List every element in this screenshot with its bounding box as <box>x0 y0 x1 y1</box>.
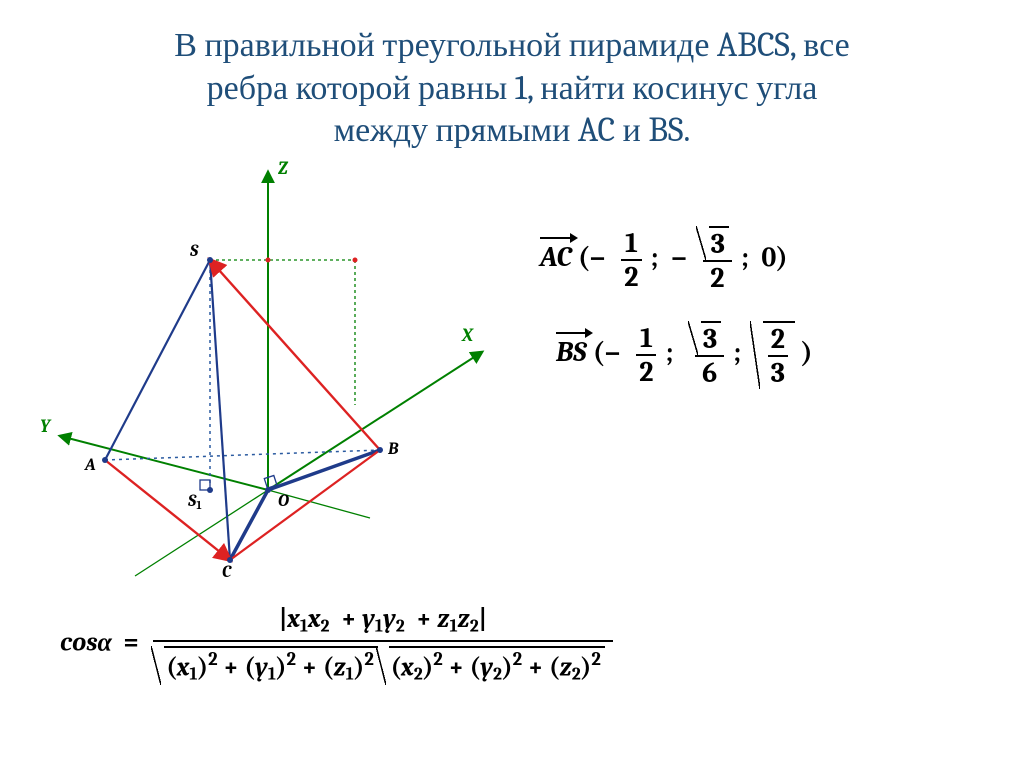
vertex-s1-label: S1 <box>188 492 202 512</box>
axis-label-x: X <box>462 325 473 346</box>
axis-label-z: Z <box>278 158 288 179</box>
vertex-s-label: S <box>190 242 198 261</box>
title-line-1: В правильной треугольной пирамиде ABCS, … <box>174 25 849 65</box>
vertex-c-label: C <box>222 563 231 582</box>
title-line-2: ребра которой равны 1, найти косинус угл… <box>207 68 818 108</box>
vertex-b-label: B <box>388 440 398 459</box>
vertex-o-label: O <box>278 492 289 511</box>
vertex-a-label: A <box>85 456 95 475</box>
pyramid-3d-diagram: Z X Y A B C S O S1 <box>30 160 500 590</box>
axis-label-y: Y <box>40 416 50 437</box>
problem-statement: В правильной треугольной пирамиде ABCS, … <box>0 24 1024 152</box>
title-line-3: между прямыми AC и BS. <box>334 110 691 150</box>
vector-ac: AC (− 12 ; − 32 ; 0) <box>540 225 788 294</box>
vector-bs: BS (− 12 ; 36 ; 23 ) <box>556 320 813 389</box>
cos-alpha-formula: cosα = |x1x2 + y1y2 + z1z2| (x1)2 + (y1)… <box>60 600 984 689</box>
